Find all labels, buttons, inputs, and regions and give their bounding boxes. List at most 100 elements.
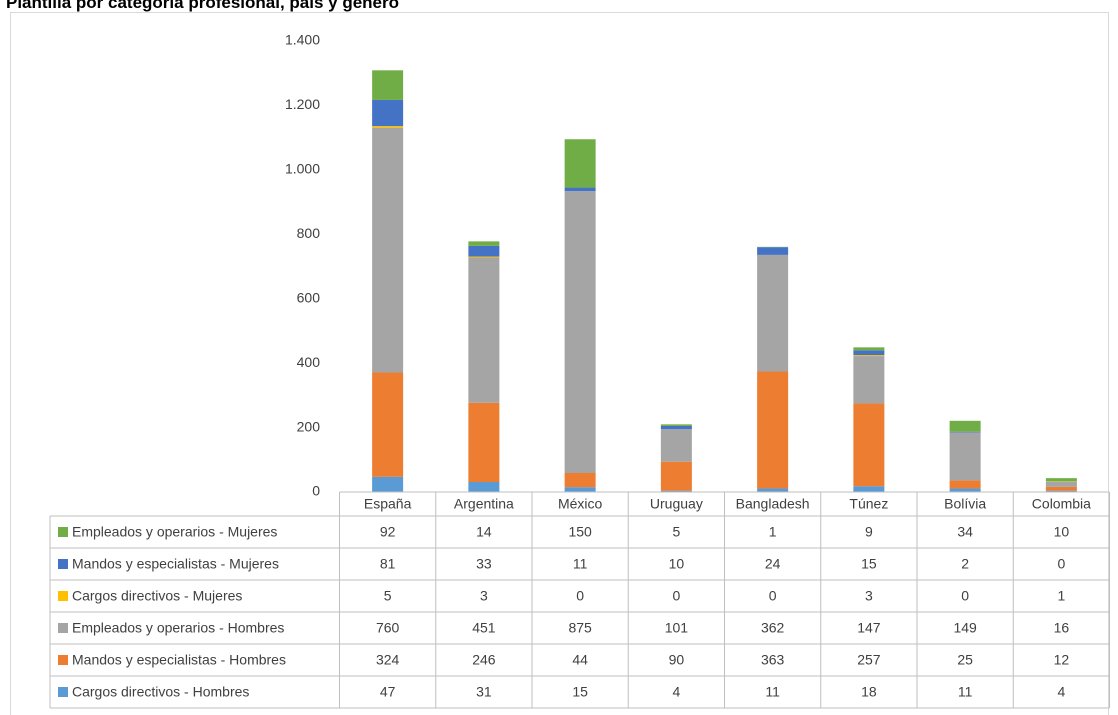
bar-segment bbox=[949, 432, 981, 481]
table-value: 33 bbox=[476, 556, 492, 572]
table-value: 25 bbox=[957, 652, 973, 668]
y-tick-label: 0 bbox=[312, 483, 320, 499]
table-value: 3 bbox=[480, 588, 488, 604]
x-tick-label: México bbox=[558, 496, 603, 512]
table-value: 5 bbox=[672, 524, 680, 540]
table-value: 101 bbox=[665, 620, 689, 636]
bar-segment bbox=[1045, 478, 1077, 482]
table-value: 47 bbox=[380, 684, 396, 700]
table-value: 90 bbox=[669, 652, 685, 668]
bar-segment bbox=[564, 191, 596, 473]
table-value: 0 bbox=[576, 588, 584, 604]
bar-segment bbox=[660, 461, 692, 491]
table-value: 875 bbox=[568, 620, 592, 636]
legend-label: Mandos y especialistas - Mujeres bbox=[72, 556, 279, 572]
bar-segment bbox=[853, 486, 885, 492]
legend-swatch bbox=[58, 623, 68, 633]
table-value: 15 bbox=[572, 684, 588, 700]
legend-swatch bbox=[58, 687, 68, 697]
y-tick-label: 600 bbox=[297, 289, 321, 305]
bar-segment bbox=[564, 139, 596, 188]
x-tick-label: Argentina bbox=[454, 496, 514, 512]
bar-segment bbox=[853, 347, 885, 351]
table-value: 0 bbox=[961, 588, 969, 604]
table-value: 2 bbox=[961, 556, 969, 572]
bar-segment bbox=[1045, 490, 1077, 492]
table-value: 4 bbox=[1057, 684, 1065, 700]
legend-label: Empleados y operarios - Hombres bbox=[72, 620, 284, 636]
table-value: 451 bbox=[472, 620, 496, 636]
table-value: 149 bbox=[953, 620, 977, 636]
x-tick-label: Bangladesh bbox=[736, 496, 810, 512]
table-value: 0 bbox=[1057, 556, 1065, 572]
bar-segment bbox=[372, 476, 404, 492]
bar-segment bbox=[949, 480, 981, 489]
table-value: 34 bbox=[957, 524, 973, 540]
y-tick-label: 400 bbox=[297, 354, 321, 370]
bar-segment bbox=[468, 482, 500, 492]
bar-segment bbox=[853, 350, 885, 356]
bar-segment bbox=[757, 371, 789, 489]
table-value: 31 bbox=[476, 684, 492, 700]
table-value: 11 bbox=[958, 684, 973, 700]
bar-segment bbox=[468, 241, 500, 246]
x-tick-label: Túnez bbox=[849, 496, 888, 512]
table-value: 10 bbox=[1054, 524, 1070, 540]
bar-segment bbox=[949, 488, 981, 492]
x-tick-label: Colombia bbox=[1032, 496, 1091, 512]
y-tick-label: 1.000 bbox=[285, 161, 320, 177]
table-value: 363 bbox=[761, 652, 785, 668]
table-value: 0 bbox=[672, 588, 680, 604]
bar-segment bbox=[660, 425, 692, 430]
legend-swatch bbox=[58, 591, 68, 601]
table-value: 11 bbox=[573, 556, 588, 572]
table-value: 14 bbox=[476, 524, 492, 540]
table-value: 92 bbox=[380, 524, 396, 540]
table-value: 11 bbox=[765, 684, 780, 700]
table-value: 1 bbox=[769, 524, 777, 540]
bar-segment bbox=[468, 257, 500, 403]
table-value: 760 bbox=[376, 620, 400, 636]
legend-label: Empleados y operarios - Mujeres bbox=[72, 524, 277, 540]
bar-segment bbox=[372, 127, 404, 373]
chart-title: Plantilla por categoría profesional, paí… bbox=[6, 0, 399, 12]
bar-segment bbox=[660, 424, 692, 426]
bar-segment bbox=[949, 431, 981, 433]
x-tick-label: Bolívia bbox=[944, 496, 986, 512]
bar-segment bbox=[564, 487, 596, 492]
x-tick-label: España bbox=[364, 496, 412, 512]
legend-swatch bbox=[58, 527, 68, 537]
y-tick-label: 1.400 bbox=[285, 32, 320, 48]
bar-segment bbox=[564, 472, 596, 488]
bar-segment bbox=[468, 245, 500, 257]
table-value: 18 bbox=[861, 684, 877, 700]
legend-label: Mandos y especialistas - Hombres bbox=[72, 652, 286, 668]
y-tick-label: 800 bbox=[297, 225, 321, 241]
legend-swatch bbox=[58, 655, 68, 665]
table-value: 150 bbox=[568, 524, 592, 540]
bar-segment bbox=[949, 420, 981, 432]
bar-segment bbox=[853, 403, 885, 487]
table-value: 324 bbox=[376, 652, 400, 668]
table-value: 4 bbox=[672, 684, 680, 700]
bar-segment bbox=[372, 126, 404, 128]
table-value: 5 bbox=[384, 588, 392, 604]
bar-segment bbox=[372, 372, 404, 477]
table-value: 12 bbox=[1054, 652, 1070, 668]
bar-segment bbox=[757, 254, 789, 372]
bar-segment bbox=[660, 429, 692, 462]
bar-segment bbox=[853, 355, 885, 357]
table-value: 16 bbox=[1054, 620, 1070, 636]
bar-segment bbox=[468, 256, 500, 258]
legend-label: Cargos directivos - Hombres bbox=[72, 684, 249, 700]
table-value: 0 bbox=[769, 588, 777, 604]
bar-segment bbox=[1045, 481, 1077, 487]
bar-segment bbox=[372, 99, 404, 127]
bar-segment bbox=[853, 356, 885, 404]
table-value: 1 bbox=[1057, 588, 1065, 604]
legend-label: Cargos directivos - Mujeres bbox=[72, 588, 242, 604]
bar-segment bbox=[564, 187, 596, 192]
table-value: 362 bbox=[761, 620, 785, 636]
